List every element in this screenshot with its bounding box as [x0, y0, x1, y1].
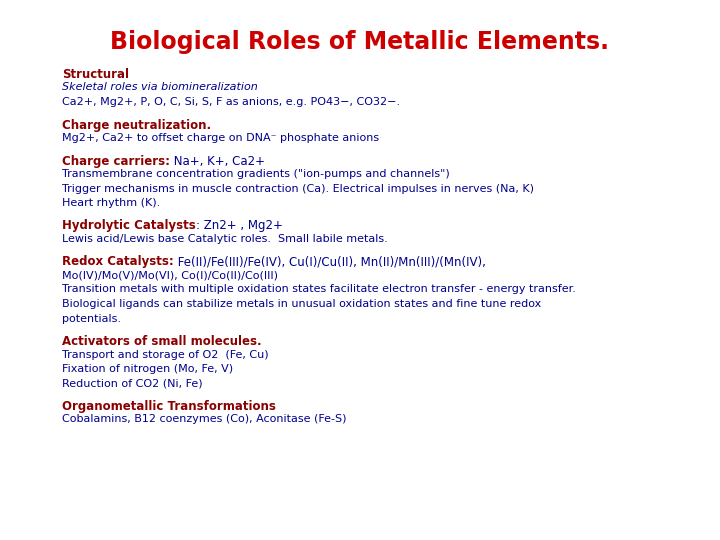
Text: Trigger mechanisms in muscle contraction (Ca). Electrical impulses in nerves (Na: Trigger mechanisms in muscle contraction…: [62, 184, 534, 193]
Text: : Zn2+ , Mg2+: : Zn2+ , Mg2+: [196, 219, 283, 233]
Text: Charge neutralization.: Charge neutralization.: [62, 118, 211, 132]
Text: Heart rhythm (K).: Heart rhythm (K).: [62, 198, 161, 208]
Text: Charge carriers:: Charge carriers:: [62, 154, 170, 167]
Text: Mo(IV)/Mo(V)/Mo(VI), Co(I)/Co(II)/Co(III): Mo(IV)/Mo(V)/Mo(VI), Co(I)/Co(II)/Co(III…: [62, 270, 278, 280]
Text: Ca2+, Mg2+, P, O, C, Si, S, F as anions, e.g. PO43−, CO32−.: Ca2+, Mg2+, P, O, C, Si, S, F as anions,…: [62, 97, 400, 107]
Text: Redox Catalysts:: Redox Catalysts:: [62, 255, 174, 268]
Text: potentials.: potentials.: [62, 314, 121, 323]
Text: Structural: Structural: [62, 68, 129, 81]
Text: Biological ligands can stabilize metals in unusual oxidation states and fine tun: Biological ligands can stabilize metals …: [62, 299, 541, 309]
Text: Skeletal roles via biomineralization: Skeletal roles via biomineralization: [62, 83, 258, 92]
Text: Na+, K+, Ca2+: Na+, K+, Ca2+: [170, 154, 265, 167]
Text: Transition metals with multiple oxidation states facilitate electron transfer - : Transition metals with multiple oxidatio…: [62, 285, 576, 294]
Text: Lewis acid/Lewis base Catalytic roles.  Small labile metals.: Lewis acid/Lewis base Catalytic roles. S…: [62, 234, 388, 244]
Text: Transport and storage of O2  (Fe, Cu): Transport and storage of O2 (Fe, Cu): [62, 349, 269, 360]
Text: Fixation of nitrogen (Mo, Fe, V): Fixation of nitrogen (Mo, Fe, V): [62, 364, 233, 374]
Text: Fe(II)/Fe(III)/Fe(IV), Cu(I)/Cu(II), Mn(II)/Mn(III)/(Mn(IV),: Fe(II)/Fe(III)/Fe(IV), Cu(I)/Cu(II), Mn(…: [174, 255, 485, 268]
Text: Cobalamins, B12 coenzymes (Co), Aconitase (Fe-S): Cobalamins, B12 coenzymes (Co), Aconitas…: [62, 415, 346, 424]
Text: Hydrolytic Catalysts: Hydrolytic Catalysts: [62, 219, 196, 233]
Text: Organometallic Transformations: Organometallic Transformations: [62, 400, 276, 413]
Text: Transmembrane concentration gradients ("ion-pumps and channels"): Transmembrane concentration gradients ("…: [62, 169, 450, 179]
Text: Biological Roles of Metallic Elements.: Biological Roles of Metallic Elements.: [110, 30, 610, 54]
Text: Activators of small molecules.: Activators of small molecules.: [62, 335, 261, 348]
Text: Mg2+, Ca2+ to offset charge on DNA⁻ phosphate anions: Mg2+, Ca2+ to offset charge on DNA⁻ phos…: [62, 133, 379, 143]
Text: Reduction of CO2 (Ni, Fe): Reduction of CO2 (Ni, Fe): [62, 379, 202, 388]
